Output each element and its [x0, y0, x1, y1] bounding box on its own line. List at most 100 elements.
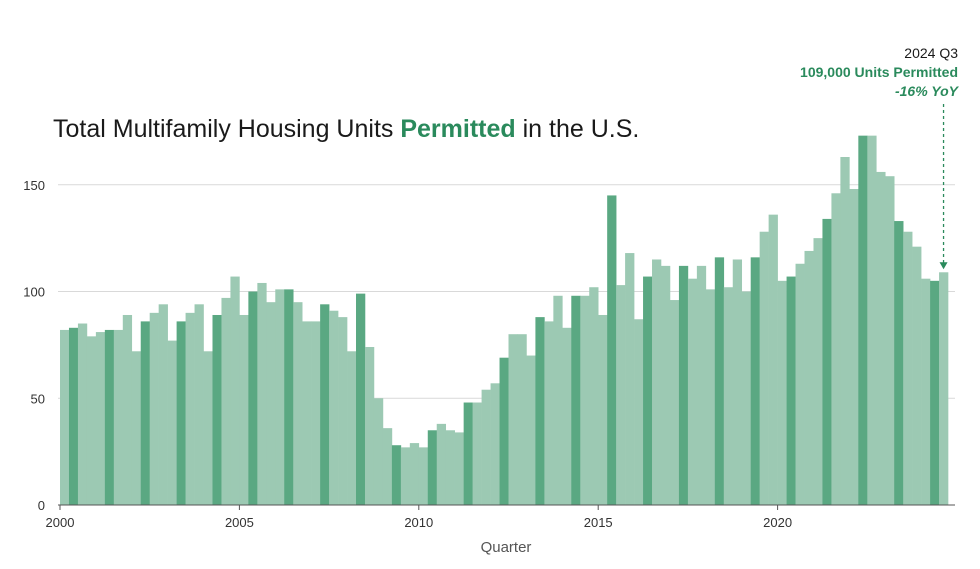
- bar: [813, 238, 823, 506]
- x-tick-label: 2005: [225, 515, 254, 530]
- bar: [239, 314, 249, 505]
- bar: [535, 317, 545, 505]
- bar: [939, 272, 949, 505]
- bar: [320, 304, 330, 505]
- bar: [490, 383, 500, 505]
- bar: [643, 276, 653, 505]
- annotation-arrow-head: [939, 262, 948, 270]
- bar: [194, 304, 204, 505]
- bar: [562, 327, 572, 505]
- bar: [275, 289, 285, 505]
- bar: [580, 295, 590, 505]
- bar: [553, 295, 563, 505]
- bar: [912, 246, 922, 506]
- bar: [858, 135, 868, 505]
- bar: [212, 314, 222, 505]
- bar: [634, 319, 644, 505]
- bar: [687, 278, 698, 505]
- bar: [167, 340, 177, 505]
- bar: [104, 329, 115, 505]
- bar: [60, 329, 70, 505]
- bar: [463, 402, 473, 505]
- bar: [652, 259, 662, 505]
- bar: [418, 447, 429, 505]
- bar: [293, 302, 303, 505]
- title-text-before: Total Multifamily Housing Units: [53, 115, 401, 143]
- bar: [723, 287, 734, 505]
- bar: [508, 334, 518, 505]
- bar: [750, 257, 760, 505]
- bar: [571, 295, 581, 505]
- bar: [445, 430, 455, 505]
- bar: [768, 214, 778, 505]
- bar: [885, 176, 895, 505]
- bar: [158, 304, 168, 505]
- y-tick-label: 50: [31, 391, 45, 406]
- bar: [849, 189, 859, 505]
- bar: [822, 218, 832, 505]
- bar: [400, 447, 411, 505]
- bar: [176, 321, 186, 505]
- bar: [409, 443, 420, 505]
- bar: [732, 259, 743, 505]
- bar: [203, 351, 213, 505]
- bar: [921, 278, 931, 505]
- x-axis-label: Quarter: [481, 539, 532, 556]
- bar: [86, 336, 97, 505]
- bar: [804, 250, 814, 505]
- x-tick-label: 2000: [46, 515, 75, 530]
- bar: [678, 265, 689, 505]
- bar: [149, 312, 159, 505]
- bar: [499, 357, 509, 505]
- bar: [867, 135, 877, 505]
- bar: [876, 171, 886, 505]
- annotation-value: 109,000 Units Permitted: [800, 64, 958, 80]
- bar: [660, 265, 671, 505]
- bar: [795, 263, 805, 505]
- y-axis-ticks: 0 50 100 150: [23, 178, 45, 513]
- bar: [221, 297, 231, 505]
- bar: [140, 321, 150, 505]
- bar: [714, 257, 725, 505]
- bar: [364, 347, 375, 505]
- y-tick-label: 100: [23, 285, 45, 300]
- bar: [230, 276, 240, 505]
- bar: [338, 317, 348, 505]
- bar: [786, 276, 796, 505]
- annotation-period: 2024 Q3: [904, 45, 958, 61]
- y-tick-label: 0: [38, 498, 45, 513]
- bar: [454, 432, 464, 505]
- bar: [598, 314, 608, 505]
- bar: [373, 398, 384, 505]
- bar: [544, 321, 554, 505]
- annotation-change: -16% YoY: [894, 83, 958, 99]
- title-highlight: Permitted: [400, 115, 516, 143]
- bar: [840, 157, 850, 505]
- title-text-after: in the U.S.: [515, 115, 640, 143]
- bar: [122, 314, 133, 505]
- bar: [625, 253, 635, 505]
- bar: [427, 430, 438, 505]
- bar: [311, 321, 321, 505]
- y-tick-label: 150: [23, 178, 45, 193]
- bar: [382, 428, 393, 505]
- bar: [131, 351, 142, 505]
- bar: [248, 291, 258, 505]
- x-tick-label: 2010: [404, 515, 433, 530]
- bar: [759, 231, 769, 505]
- bar: [257, 282, 267, 505]
- bar: [68, 327, 79, 505]
- bar: [526, 355, 536, 505]
- bar: [741, 291, 751, 505]
- x-axis-ticks: 2000 2005 2010 2015 2020: [46, 505, 792, 530]
- bar: [696, 265, 707, 505]
- bar: [329, 310, 339, 505]
- bar: [347, 351, 357, 505]
- chart-title: Total Multifamily Housing Units Permitte…: [53, 115, 639, 144]
- bar: [95, 332, 106, 505]
- bar: [302, 321, 312, 505]
- bar: [113, 329, 124, 505]
- bar: [356, 293, 366, 505]
- bar: [436, 423, 447, 505]
